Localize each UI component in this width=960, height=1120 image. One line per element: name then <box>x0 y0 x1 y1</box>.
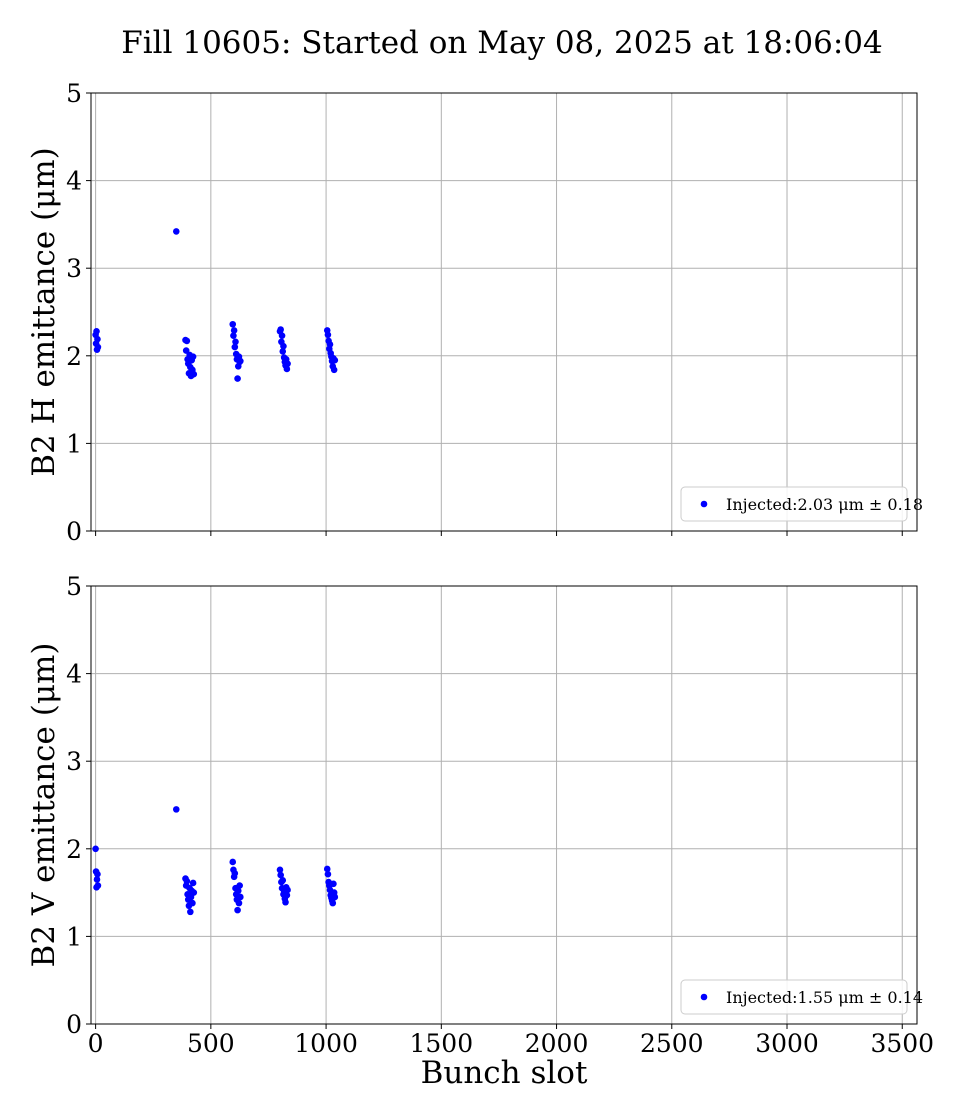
data-point <box>230 332 237 339</box>
data-point <box>324 331 332 339</box>
data-point <box>326 341 334 348</box>
y-tick-label: 1 <box>66 429 82 458</box>
data-point <box>234 887 242 895</box>
data-point <box>279 348 287 355</box>
data-point <box>229 320 237 328</box>
data-point <box>284 886 291 894</box>
y-tick-label: 3 <box>66 747 82 776</box>
data-point <box>280 342 287 350</box>
axes-frame <box>90 585 918 1025</box>
x-tick-label: 2500 <box>640 1029 704 1058</box>
x-tick-label: 1500 <box>410 1029 474 1058</box>
data-point <box>172 228 180 235</box>
y-tick-label: 2 <box>66 342 82 371</box>
data-point <box>237 893 244 901</box>
legend-box <box>680 486 908 522</box>
data-point <box>276 866 284 874</box>
data-point <box>189 899 196 907</box>
data-point <box>330 366 338 374</box>
x-tick-label: 3500 <box>870 1029 934 1058</box>
data-point <box>94 335 101 343</box>
x-axis-label: Bunch slot <box>421 1055 588 1091</box>
data-point <box>94 343 102 351</box>
data-point <box>187 908 194 916</box>
data-point <box>189 353 197 360</box>
data-point <box>234 375 241 382</box>
y-tick-label: 2 <box>66 835 82 864</box>
x-tick-label: 2000 <box>525 1029 589 1058</box>
data-point <box>93 327 100 335</box>
legend: Injected:2.03 μm ± 0.18 <box>680 486 923 522</box>
y-tick-label: 0 <box>66 1010 82 1039</box>
data-point <box>284 360 291 367</box>
y-tick-label: 4 <box>66 167 82 196</box>
data-point <box>237 357 244 365</box>
data-point <box>277 326 284 333</box>
chart-title: Fill 10605: Started on May 08, 2025 at 1… <box>121 25 883 61</box>
data-point <box>324 870 332 878</box>
data-point <box>190 370 198 378</box>
data-point <box>235 899 243 907</box>
data-point <box>329 899 337 907</box>
data-point <box>232 338 239 346</box>
data-point <box>236 882 243 889</box>
data-point <box>190 889 198 896</box>
panel-h-emittance: 0 1 2 3 4 5 B2 H emittance (μm) Injected:2.03 μ… <box>26 79 923 546</box>
data-point <box>92 845 99 853</box>
y-tick-label: 1 <box>66 922 82 951</box>
data-point <box>183 877 191 885</box>
x-tick-label: 1000 <box>294 1029 358 1058</box>
data-point <box>94 882 102 889</box>
data-point <box>278 332 286 339</box>
data-point <box>231 343 239 351</box>
legend-marker <box>700 500 708 508</box>
axes-frame <box>90 92 918 532</box>
x-tick-label: 500 <box>187 1029 235 1058</box>
data-point <box>282 898 289 906</box>
data-point <box>323 865 331 873</box>
y-axis-label: B2 V emittance (μm) <box>26 643 62 968</box>
data-point <box>94 870 101 878</box>
y-tick-label: 4 <box>66 660 82 689</box>
data-point <box>229 858 237 866</box>
y-tick-label: 5 <box>66 79 82 108</box>
data-point <box>234 906 241 914</box>
data-point <box>283 891 291 899</box>
data-point <box>230 327 238 334</box>
data-point <box>283 365 291 373</box>
legend: Injected:1.55 μm ± 0.14 <box>680 979 923 1015</box>
y-tick-label: 5 <box>66 572 82 601</box>
data-point <box>279 877 287 884</box>
data-point <box>331 893 339 901</box>
legend-label: Injected:1.55 μm ± 0.14 <box>726 988 923 1007</box>
data-point <box>231 870 239 877</box>
legend-marker <box>700 993 708 1001</box>
x-tick-label: 3000 <box>755 1029 819 1058</box>
data-point <box>183 337 191 345</box>
data-point <box>93 876 101 883</box>
data-point <box>189 879 197 887</box>
y-tick-label: 3 <box>66 254 82 283</box>
data-point <box>330 880 337 888</box>
x-tick-label: 0 <box>88 1029 104 1058</box>
panel-v-emittance: 0 500 1000 1500 2000 2500 3000 3500 0 1 2 3 4 5 B2 V e… <box>26 572 934 1091</box>
y-axis-label: B2 H emittance (μm) <box>26 147 62 477</box>
data-point <box>172 806 180 813</box>
y-tick-label: 0 <box>66 517 82 546</box>
data-point <box>331 356 339 364</box>
data-point <box>277 871 284 879</box>
legend-box <box>680 979 908 1015</box>
legend-label: Injected:2.03 μm ± 0.18 <box>726 495 923 514</box>
